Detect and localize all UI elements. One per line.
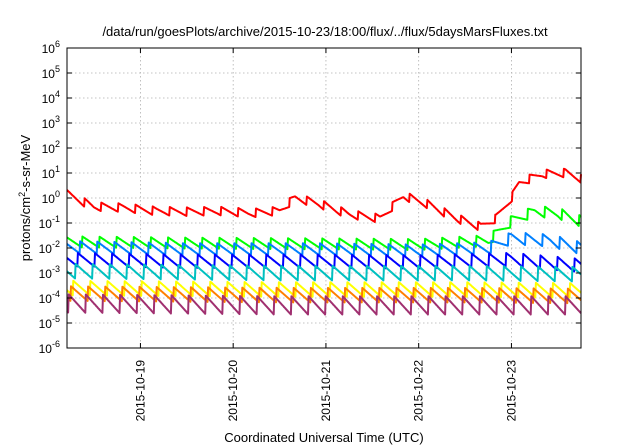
y-tick-base: 10 <box>42 67 56 81</box>
series-line-2 <box>66 205 582 251</box>
y-tick-label: 10-2 <box>39 239 60 256</box>
y-tick-base: 10 <box>39 267 53 281</box>
y-tick-label: 10-5 <box>39 314 60 331</box>
y-tick-base: 10 <box>39 242 53 256</box>
y-tick-label: 10-4 <box>39 289 60 306</box>
x-tick-label: 2015-10-22 <box>412 360 426 422</box>
y-tick-label: 100 <box>42 189 60 206</box>
y-tick-label: 101 <box>42 164 60 181</box>
y-axis-label-sup: 2 <box>17 192 27 197</box>
y-tick-exp: 3 <box>55 114 60 124</box>
y-tick-label: 106 <box>42 39 60 56</box>
y-tick-exp: -2 <box>52 239 60 249</box>
y-tick-exp: 0 <box>55 189 60 199</box>
x-tick-label: 2015-10-20 <box>226 360 240 422</box>
y-tick-exp: -6 <box>52 339 60 349</box>
series-line-6 <box>66 279 582 299</box>
y-tick-exp: -3 <box>52 264 60 274</box>
x-axis-ticks: 2015-10-19 2015-10-20 2015-10-21 2015-10-22… <box>133 48 518 421</box>
series-line-3 <box>66 232 582 258</box>
chart-title: /data/run/goesPlots/archive/2015-10-23/1… <box>102 24 548 39</box>
series-line-5 <box>66 262 582 283</box>
y-axis-label-rest: -s-sr-MeV <box>18 134 33 191</box>
series-line-7 <box>66 285 582 305</box>
y-axis-ticks: 10-610-510-410-310-210-11001011021031041… <box>39 39 581 356</box>
y-axis-label-base: protons/cm <box>18 197 33 261</box>
y-tick-base: 10 <box>42 142 56 156</box>
y-tick-base: 10 <box>42 167 56 181</box>
y-tick-label: 10-6 <box>39 339 60 356</box>
y-axis-label: protons/cm2-s-sr-MeV <box>17 134 33 261</box>
y-tick-exp: 2 <box>55 139 60 149</box>
y-tick-exp: -1 <box>52 214 60 224</box>
y-tick-label: 103 <box>42 114 60 131</box>
y-tick-exp: 6 <box>55 39 60 49</box>
y-tick-base: 10 <box>42 42 56 56</box>
y-tick-exp: 1 <box>55 164 60 174</box>
y-tick-exp: 4 <box>55 89 60 99</box>
x-tick-label: 2015-10-21 <box>319 360 333 422</box>
y-tick-base: 10 <box>42 117 56 131</box>
x-axis-label: Coordinated Universal Time (UTC) <box>224 430 423 445</box>
y-tick-exp: 5 <box>55 64 60 74</box>
x-tick-label: 2015-10-23 <box>504 360 518 422</box>
y-tick-label: 102 <box>42 139 60 156</box>
y-tick-base: 10 <box>39 217 53 231</box>
y-tick-exp: -4 <box>52 289 60 299</box>
y-tick-label: 10-3 <box>39 264 60 281</box>
y-tick-label: 104 <box>42 89 60 106</box>
y-tick-base: 10 <box>39 317 53 331</box>
y-tick-base: 10 <box>39 292 53 306</box>
y-tick-label: 10-1 <box>39 214 60 231</box>
y-tick-base: 10 <box>39 342 53 356</box>
y-tick-exp: -5 <box>52 314 60 324</box>
y-tick-label: 105 <box>42 64 60 81</box>
series-line-4 <box>66 252 582 273</box>
y-tick-base: 10 <box>42 92 56 106</box>
x-tick-label: 2015-10-19 <box>133 360 147 422</box>
series-line-8 <box>66 293 582 316</box>
series-line-1 <box>66 167 582 231</box>
y-tick-base: 10 <box>42 192 56 206</box>
series-group <box>66 167 582 316</box>
